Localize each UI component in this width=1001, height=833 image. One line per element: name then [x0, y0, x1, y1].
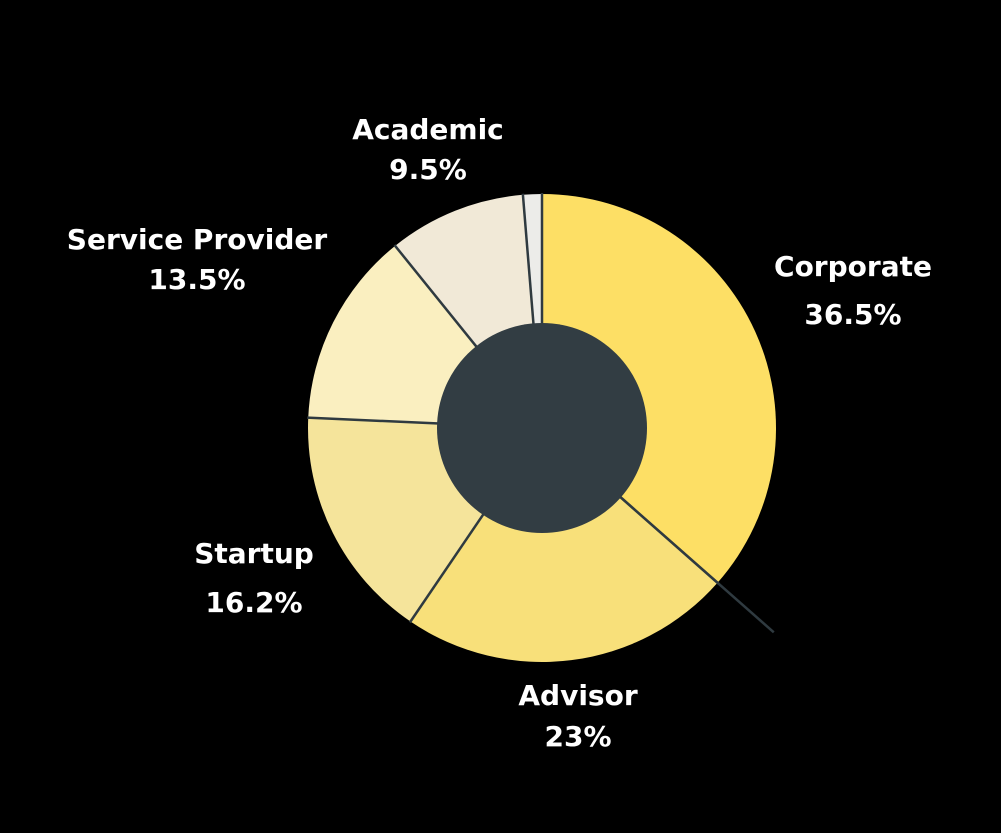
label-startup-name: Startup — [194, 537, 314, 570]
slice-separator — [393, 244, 479, 349]
separator-group — [307, 193, 775, 634]
leader-line — [618, 495, 775, 634]
slice-corporate — [542, 194, 777, 583]
slice-separator — [307, 416, 440, 425]
slice-advisor — [410, 428, 718, 663]
label-service-provider-name: Service Provider — [67, 223, 328, 256]
donut-center — [437, 323, 647, 533]
label-service-provider-value: 13.5% — [148, 263, 245, 296]
label-corporate-value: 36.5% — [804, 298, 901, 331]
label-group: Corporate 36.5% Advisor 23% Startup 16.2… — [67, 113, 932, 753]
label-academic-value: 9.5% — [389, 153, 467, 186]
slice-separator — [521, 193, 535, 326]
label-advisor-value: 23% — [544, 720, 611, 753]
label-corporate-name: Corporate — [774, 250, 932, 283]
label-academic-name: Academic — [352, 113, 504, 146]
slice-separator — [408, 512, 486, 624]
label-advisor-name: Advisor — [518, 679, 637, 712]
label-startup-value: 16.2% — [205, 586, 302, 619]
